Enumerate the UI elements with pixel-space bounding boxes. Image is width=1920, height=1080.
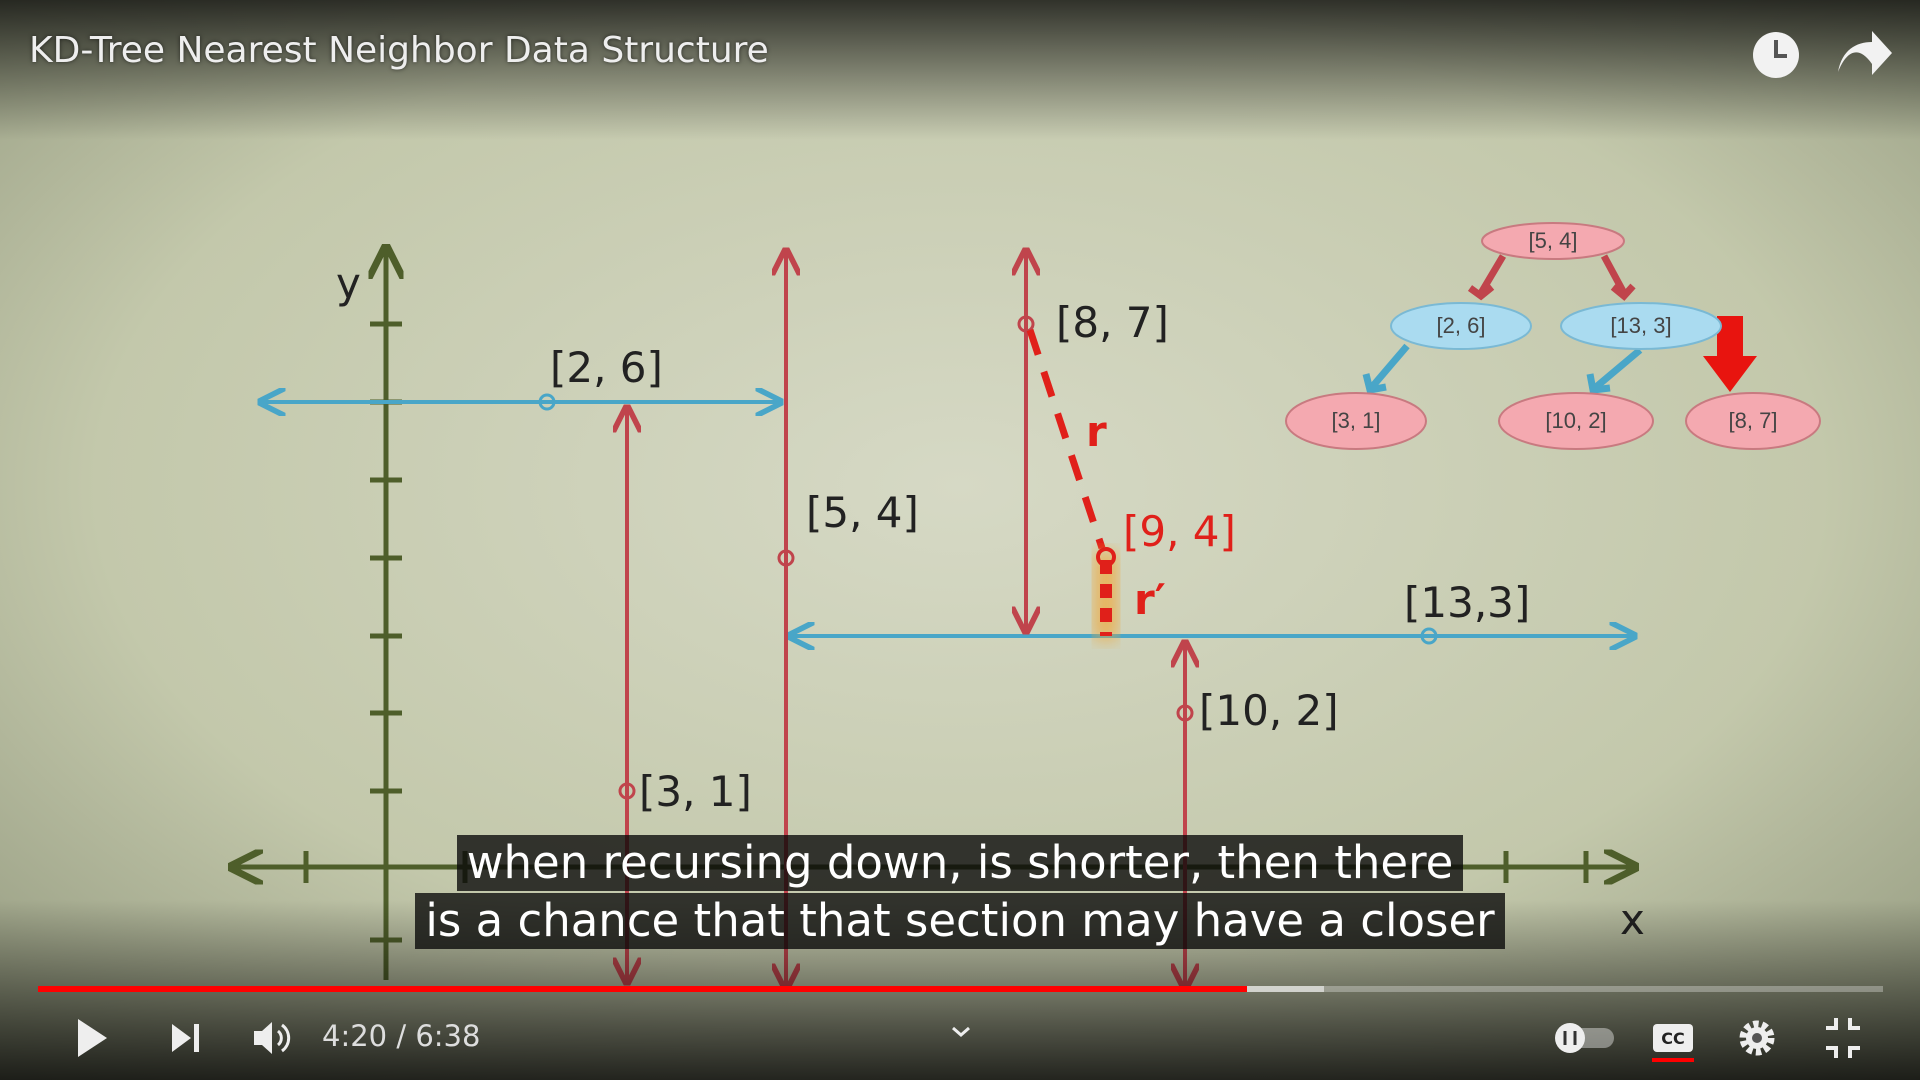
chevron[interactable]	[952, 1026, 970, 1037]
caption-line: is a chance that that section may have a…	[415, 893, 1505, 949]
tree-node-label: [13, 3]	[1610, 313, 1671, 338]
captions: when recursing down, is shorter, then th…	[0, 835, 1920, 951]
settings-button[interactable]	[1739, 1020, 1775, 1056]
point-label: [5, 4]	[806, 488, 919, 537]
autoplay-toggle[interactable]	[1555, 1023, 1614, 1053]
time-display: 4:20 / 6:38	[322, 1019, 481, 1053]
tree-nodes	[1285, 222, 1821, 450]
tree-node-label: [3, 1]	[1332, 408, 1381, 433]
tree-node-label: [2, 6]	[1437, 313, 1486, 338]
point-label: [2, 6]	[550, 343, 663, 392]
play-button[interactable]	[78, 1019, 107, 1057]
point-label: [10, 2]	[1199, 686, 1339, 735]
video-title[interactable]: KD-Tree Nearest Neighbor Data Structure	[29, 30, 769, 71]
exit-fullscreen-button[interactable]	[1826, 1018, 1860, 1058]
volume-button[interactable]	[254, 1022, 291, 1054]
tree-node-label: [5, 4]	[1529, 228, 1578, 253]
radius-r	[1026, 328, 1106, 550]
watch-later-button[interactable]	[1753, 32, 1799, 78]
share-button[interactable]	[1838, 31, 1892, 75]
tree-node-label: [10, 2]	[1545, 408, 1606, 433]
path-arrow	[1703, 316, 1757, 392]
point-label: [8, 7]	[1056, 298, 1169, 347]
point-label: [9, 4]	[1123, 507, 1236, 556]
caption-line: when recursing down, is shorter, then th…	[456, 835, 1464, 891]
svg-text:CC: CC	[1661, 1029, 1684, 1048]
radius-label: r	[1086, 407, 1107, 456]
progress-played	[38, 986, 1247, 992]
next-button[interactable]	[172, 1024, 199, 1052]
point-label: [3, 1]	[639, 767, 752, 816]
tree-node-label: [8, 7]	[1729, 408, 1778, 433]
query-point	[1096, 547, 1116, 567]
point-label: [13,3]	[1404, 578, 1530, 627]
captions-button[interactable]: CC	[1652, 1024, 1694, 1062]
points	[538, 315, 1438, 800]
axis-label: y	[336, 259, 361, 308]
top-shade	[0, 0, 1920, 140]
radius-label: r′	[1134, 575, 1166, 624]
tree-edges	[1362, 254, 1643, 395]
